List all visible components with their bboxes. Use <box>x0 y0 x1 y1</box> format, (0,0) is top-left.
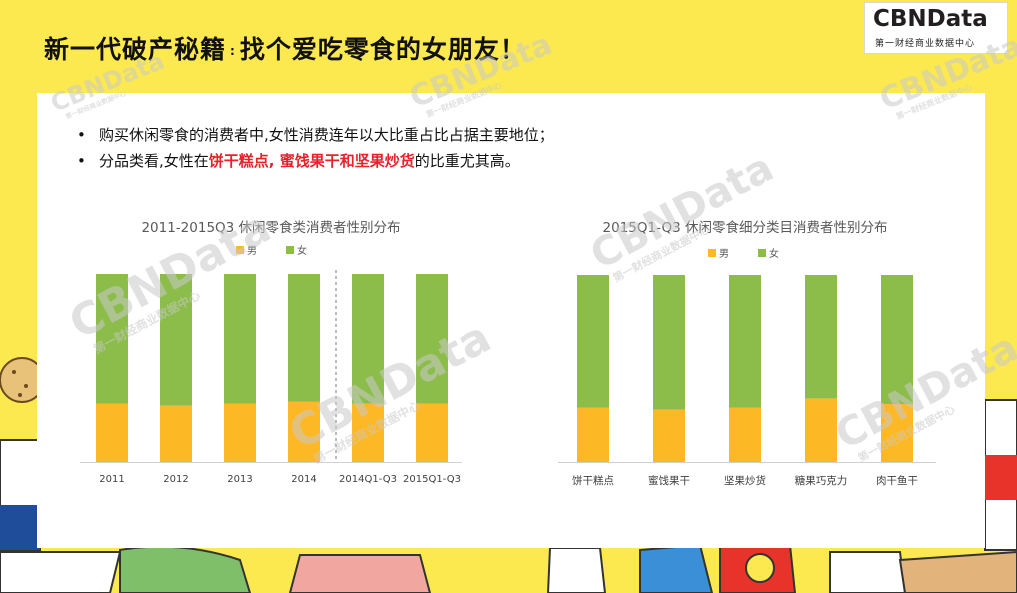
chart-2-bar-3-male <box>729 407 761 462</box>
watermark-4: CBNData <box>828 324 1017 458</box>
chart-1-bar-5-female <box>352 274 384 404</box>
chart-1-bar-2-female <box>160 274 192 406</box>
chart-1-category-label-3: 2013 <box>227 474 252 485</box>
chart-2-bar-2-male <box>653 409 685 462</box>
chart-1-bar-6-male <box>416 403 448 462</box>
chart-1-bar-3-male <box>224 403 256 462</box>
page-title-separator: : <box>230 44 236 58</box>
chart-2-bar-5-female <box>881 275 913 405</box>
watermark-5: CBNData <box>405 27 557 116</box>
bullet-dot-icon: • <box>77 152 86 170</box>
watermark-7: CBNData <box>47 47 169 118</box>
bullet-text-2-post: 的比重尤其高。 <box>414 152 520 170</box>
chart-1-category-label-4: 2014 <box>291 474 316 485</box>
bullet-text-1: 购买休闲零食的消费者中,女性消费连年以大比重占比占据主要地位； <box>99 126 554 144</box>
chart-2-legend-label-1: 男 <box>719 248 729 260</box>
chart-2-bar-3-female <box>729 275 761 408</box>
chart-1-legend-swatch-1 <box>236 246 244 254</box>
page-title-part1: 新一代破产秘籍 <box>44 35 227 64</box>
chart-2-bar-5-male <box>881 404 913 462</box>
chart-2-category-label-2: 蜜饯果干 <box>648 474 690 487</box>
chart-1-bar-5-male <box>352 403 384 462</box>
logo-subtitle: 第一财经商业数据中心 <box>875 39 976 49</box>
chart-2-bar-1-male <box>577 407 609 462</box>
chart-1-bar-3-female <box>224 274 256 404</box>
chart-2-title: 2015Q1-Q3 休闲零食细分类目消费者性别分布 <box>603 219 888 236</box>
watermark-3: CBNData <box>583 144 781 278</box>
chart-2-bar-1-female <box>577 275 609 408</box>
chart-2-bar-4-female <box>805 275 837 399</box>
chart-1-legend-label-2: 女 <box>297 244 307 257</box>
page-title: 新一代破产秘籍: 找个爱吃零食的女朋友！ <box>44 30 526 66</box>
chart-1-category-label-5: 2014Q1-Q3 <box>339 474 397 485</box>
chart-1-category-label-2: 2012 <box>163 474 188 485</box>
bullet-item-1: • 购买休闲零食的消费者中,女性消费连年以大比重占比占据主要地位； <box>77 122 554 148</box>
page-title-part2: 找个爱吃零食的女朋友！ <box>239 35 526 64</box>
bullet-text-2-pre: 分品类看,女性在 <box>99 152 209 170</box>
chart-2-bar-4-male <box>805 398 837 462</box>
chart-1-legend-swatch-2 <box>286 246 294 254</box>
chart-1-bar-1-male <box>96 403 128 462</box>
chart-2-legend-swatch-2 <box>758 249 766 257</box>
chart-2-legend-swatch-1 <box>708 249 716 257</box>
bullet-dot-icon: • <box>77 126 86 144</box>
logo-wordmark: CBNData <box>873 6 988 32</box>
chart-1-bar-4-male <box>288 401 320 462</box>
chart-2-category-label-1: 饼干糕点 <box>572 474 614 487</box>
chart-1-bar-1-female <box>96 274 128 404</box>
bullet-list: • 购买休闲零食的消费者中,女性消费连年以大比重占比占据主要地位； • 分品类看,女… <box>77 122 554 174</box>
chart-1-title: 2011-2015Q3 休闲零食类消费者性别分布 <box>141 219 400 236</box>
chart-1-bar-6-female <box>416 274 448 404</box>
chart-2-legend-label-2: 女 <box>769 247 779 260</box>
chart-2-category-label-4: 糖果巧克力 <box>795 474 848 487</box>
bullet-text-2-highlight: 饼干糕点, 蜜饯果干和坚果炒货 <box>208 152 415 170</box>
chart-2-category-label-5: 肉干鱼干 <box>876 474 918 487</box>
chart-1-category-label-1: 2011 <box>99 474 124 485</box>
chart-2-bar-2-female <box>653 275 685 410</box>
chart-1-bar-2-male <box>160 405 192 462</box>
cbndata-logo: CBNData 第一财经商业数据中心 <box>864 2 1008 54</box>
watermark-6: CBNData <box>875 29 1017 118</box>
chart-1-category-label-6: 2015Q1-Q3 <box>403 474 461 485</box>
chart-2-category-label-3: 坚果炒货 <box>724 474 766 487</box>
chart-1-legend-label-1: 男 <box>247 245 257 257</box>
chart-1-bar-4-female <box>288 274 320 402</box>
bullet-item-2: • 分品类看,女性在饼干糕点, 蜜饯果干和坚果炒货的比重尤其高。 <box>77 148 554 174</box>
